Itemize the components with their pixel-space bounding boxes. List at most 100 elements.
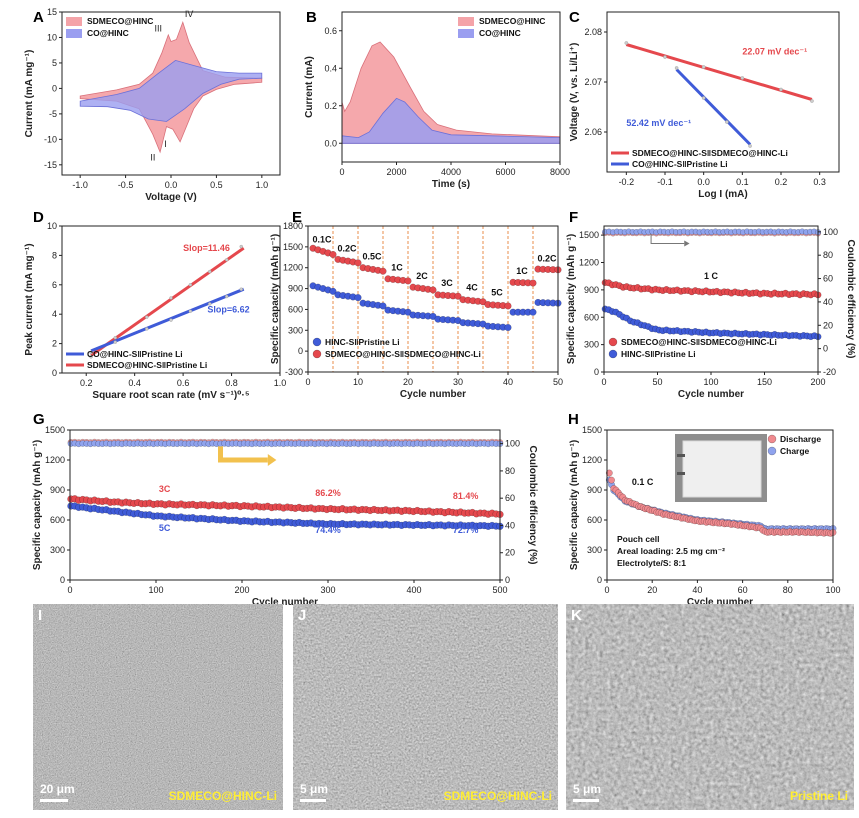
scale-bar-label: 5 μm <box>300 782 328 796</box>
data-point <box>188 309 193 313</box>
x-tick-label: 0.2 <box>80 378 93 388</box>
rate-label: 5C <box>491 288 503 298</box>
panel-e-rate: 0 10 20 30 40 50-3000300600900120015001800Cyc… <box>270 209 563 400</box>
legend-label: SDMECO@HINC-S‖Pristine Li <box>87 360 207 370</box>
y-tick-label: 0.6 <box>324 26 337 36</box>
legend-co: CO@HINC-S‖Pristine Li <box>66 349 183 359</box>
note-line: Electrolyte/S: 8:1 <box>617 558 686 568</box>
x-tick-label: 0.3 <box>813 177 826 187</box>
slope-label: Slop=11.46 <box>183 243 230 253</box>
legend-sdmeco: SDMECO@HINC-S‖SDMECO@HINC-Li <box>611 148 788 158</box>
x-tick-label: 1.0 <box>256 180 269 190</box>
panel-label-E: E <box>292 209 302 226</box>
legend-sdmeco: SDMECO@HINC-S‖SDMECO@HINC-Li <box>312 349 481 359</box>
legend-swatch <box>312 337 322 347</box>
y-axis-label: Specific capacity (mAh g⁻¹) <box>32 440 43 570</box>
x-axis-label: Square root scan rate (mV s⁻¹)⁰·⁵ <box>92 390 249 401</box>
peak-label: III <box>155 23 163 33</box>
capacity-point <box>404 277 412 285</box>
y-tick-label: 900 <box>50 485 65 495</box>
cv-area-co <box>79 59 263 122</box>
panel-label-I: I <box>38 607 42 624</box>
legend-co: CO@HINC-S‖Pristine Li <box>611 159 728 169</box>
capacity-point <box>529 308 537 316</box>
capacity-point <box>379 302 387 310</box>
x-tick-label: 50 <box>652 377 662 387</box>
y-tick-label: 2 <box>52 339 57 349</box>
y2-tick-label: 40 <box>505 520 515 530</box>
x-tick-label: 0.0 <box>165 180 178 190</box>
y2-tick-label: 20 <box>823 320 833 330</box>
panel-a-cv: -1.0 -0.5 0.0 0.5 1.0 -15 -10 -5 0 5 10 15 Voltage (… <box>24 7 281 203</box>
legend-label: SDMECO@HINC <box>87 16 153 26</box>
rate-label: 1C <box>391 262 403 272</box>
x-tick-label: 20 <box>403 377 413 387</box>
x-tick-label: -0.5 <box>118 180 134 190</box>
data-point <box>674 66 679 70</box>
x-tick-label: 100 <box>703 377 718 387</box>
data-point <box>113 340 117 344</box>
y-tick-label: 0.2 <box>324 101 337 111</box>
y-tick-label: 0 <box>52 368 57 378</box>
y-axis-label: Specific capacity (mAh g⁻¹) <box>569 440 580 570</box>
y-tick-label: 2.07 <box>584 77 602 87</box>
x-tick-label: 0.6 <box>177 378 190 388</box>
data-point <box>89 355 93 359</box>
data-point <box>169 318 173 322</box>
y-tick-label: 900 <box>587 485 602 495</box>
sem-texture <box>566 604 854 810</box>
x-tick-label: 10 <box>353 377 363 387</box>
legend-hinc: HINC-S‖Pristine Li <box>608 349 696 359</box>
y-tick-label: 1200 <box>579 258 599 268</box>
data-point <box>239 287 243 291</box>
x-axis-label: Cycle number <box>678 389 744 400</box>
y-tick-label: 1800 <box>283 221 303 231</box>
panel-d-peak-current: 0.2 0.4 0.6 0.8 1.0 0 2 4 6 8 10 Square root scan r… <box>24 209 286 401</box>
slope-label: Slop=6.62 <box>207 305 249 315</box>
rate-label: 0.1 C <box>632 477 654 487</box>
rate-label: 0.5C <box>362 251 382 261</box>
y-tick-label: 10 <box>47 32 57 42</box>
axis-arrow-head <box>684 240 690 247</box>
y2-tick-label: 0 <box>505 575 510 585</box>
x-tick-label: 150 <box>757 377 772 387</box>
x-tick-label: 4000 <box>441 167 461 177</box>
x-tick-label: 0 <box>339 167 344 177</box>
data-point <box>663 55 667 59</box>
panel-label-J: J <box>298 607 306 624</box>
x-tick-label: 80 <box>783 585 793 595</box>
x-tick-label: 0 <box>604 585 609 595</box>
data-point <box>779 87 783 92</box>
capacity-point <box>504 302 512 310</box>
sample-label: SDMECO@HINC-Li <box>169 789 277 803</box>
panel-b-nucleation: 0 2000 4000 6000 8000 0.0 0.2 0.4 0.6 Time (s) Cur… <box>304 9 570 190</box>
data-point <box>145 327 149 331</box>
y2-tick-label: 60 <box>505 493 515 503</box>
legend-label: Discharge <box>780 434 821 444</box>
peak-label: I <box>164 139 167 149</box>
scale-bar-label: 20 μm <box>40 782 75 796</box>
x-tick-label: 0 <box>601 377 606 387</box>
note-line: Pouch cell <box>617 534 660 544</box>
legend-co: CO@HINC <box>66 28 129 38</box>
y-tick-label: 1500 <box>579 230 599 240</box>
legend-swatch <box>458 29 474 38</box>
legend-swatch <box>767 446 777 456</box>
legend-swatch <box>767 434 777 444</box>
plot-frame-D <box>61 225 281 374</box>
sample-label: SDMECO@HINC-Li <box>444 789 552 803</box>
scale-bar <box>300 799 326 802</box>
y-tick-label: 1500 <box>45 425 65 435</box>
y-tick-label: 8 <box>52 250 57 260</box>
legend-label: SDMECO@HINC <box>479 16 545 26</box>
y-tick-label: 4 <box>52 309 57 319</box>
x-tick-label: 60 <box>738 585 748 595</box>
x-tick-label: -1.0 <box>72 180 88 190</box>
capacity-point <box>504 323 512 332</box>
x-tick-label: 40 <box>692 585 702 595</box>
capacity-point <box>608 476 615 484</box>
x-tick-label: 8000 <box>550 167 570 177</box>
x-tick-label: 40 <box>503 377 513 387</box>
y-tick-label: 600 <box>288 304 303 314</box>
